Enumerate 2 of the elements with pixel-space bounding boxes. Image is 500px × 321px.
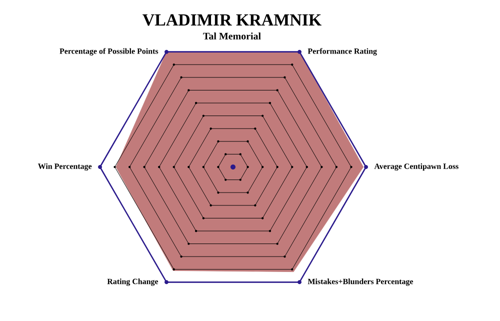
chart-title: VLADIMIR KRAMNIK [142, 14, 322, 26]
chart-subtitle: Tal Memorial [203, 32, 261, 40]
